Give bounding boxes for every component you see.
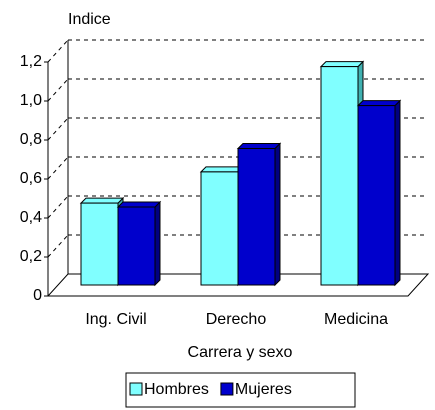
y-tick-label: 1,0 <box>20 92 42 109</box>
x-tick-label: Ing. Civil <box>85 311 146 328</box>
bar-top <box>236 143 282 149</box>
grid-line <box>47 117 69 141</box>
y-tick-label: 0,4 <box>20 209 42 226</box>
grid-line <box>47 234 69 258</box>
x-axis-label: Carrera y sexo <box>188 344 293 361</box>
legend-swatch <box>220 382 234 396</box>
y-tick-label: 0,8 <box>20 131 42 148</box>
legend-label: Mujeres <box>235 381 292 398</box>
bar <box>237 148 276 286</box>
bar-side <box>274 142 281 287</box>
bar <box>80 202 119 286</box>
bar-top <box>319 61 365 68</box>
bar-side <box>394 99 401 287</box>
bar-top <box>116 201 162 208</box>
bar-top <box>356 100 402 107</box>
legend-label: Hombres <box>144 381 209 398</box>
y-tick-label: 0 <box>33 287 42 304</box>
grid-line <box>47 156 69 180</box>
bar <box>117 206 156 286</box>
grid-line <box>47 39 69 63</box>
grid-line <box>47 195 69 219</box>
bar <box>357 105 396 286</box>
x-tick-label: Derecho <box>206 311 267 328</box>
bar-side <box>154 200 161 287</box>
bar <box>320 66 359 286</box>
legend-swatch <box>129 382 143 396</box>
y-tick-label: 0,6 <box>20 170 42 187</box>
legend-box <box>125 372 356 408</box>
y-tick-label: 1,2 <box>20 53 42 70</box>
y-tick-label: 0,2 <box>20 248 42 265</box>
bar-top <box>79 197 125 204</box>
bar <box>200 171 239 286</box>
x-tick-label: Medicina <box>324 311 388 328</box>
chart-title: Indice <box>68 11 111 28</box>
bar-top <box>199 166 245 173</box>
grid-line <box>47 78 69 102</box>
